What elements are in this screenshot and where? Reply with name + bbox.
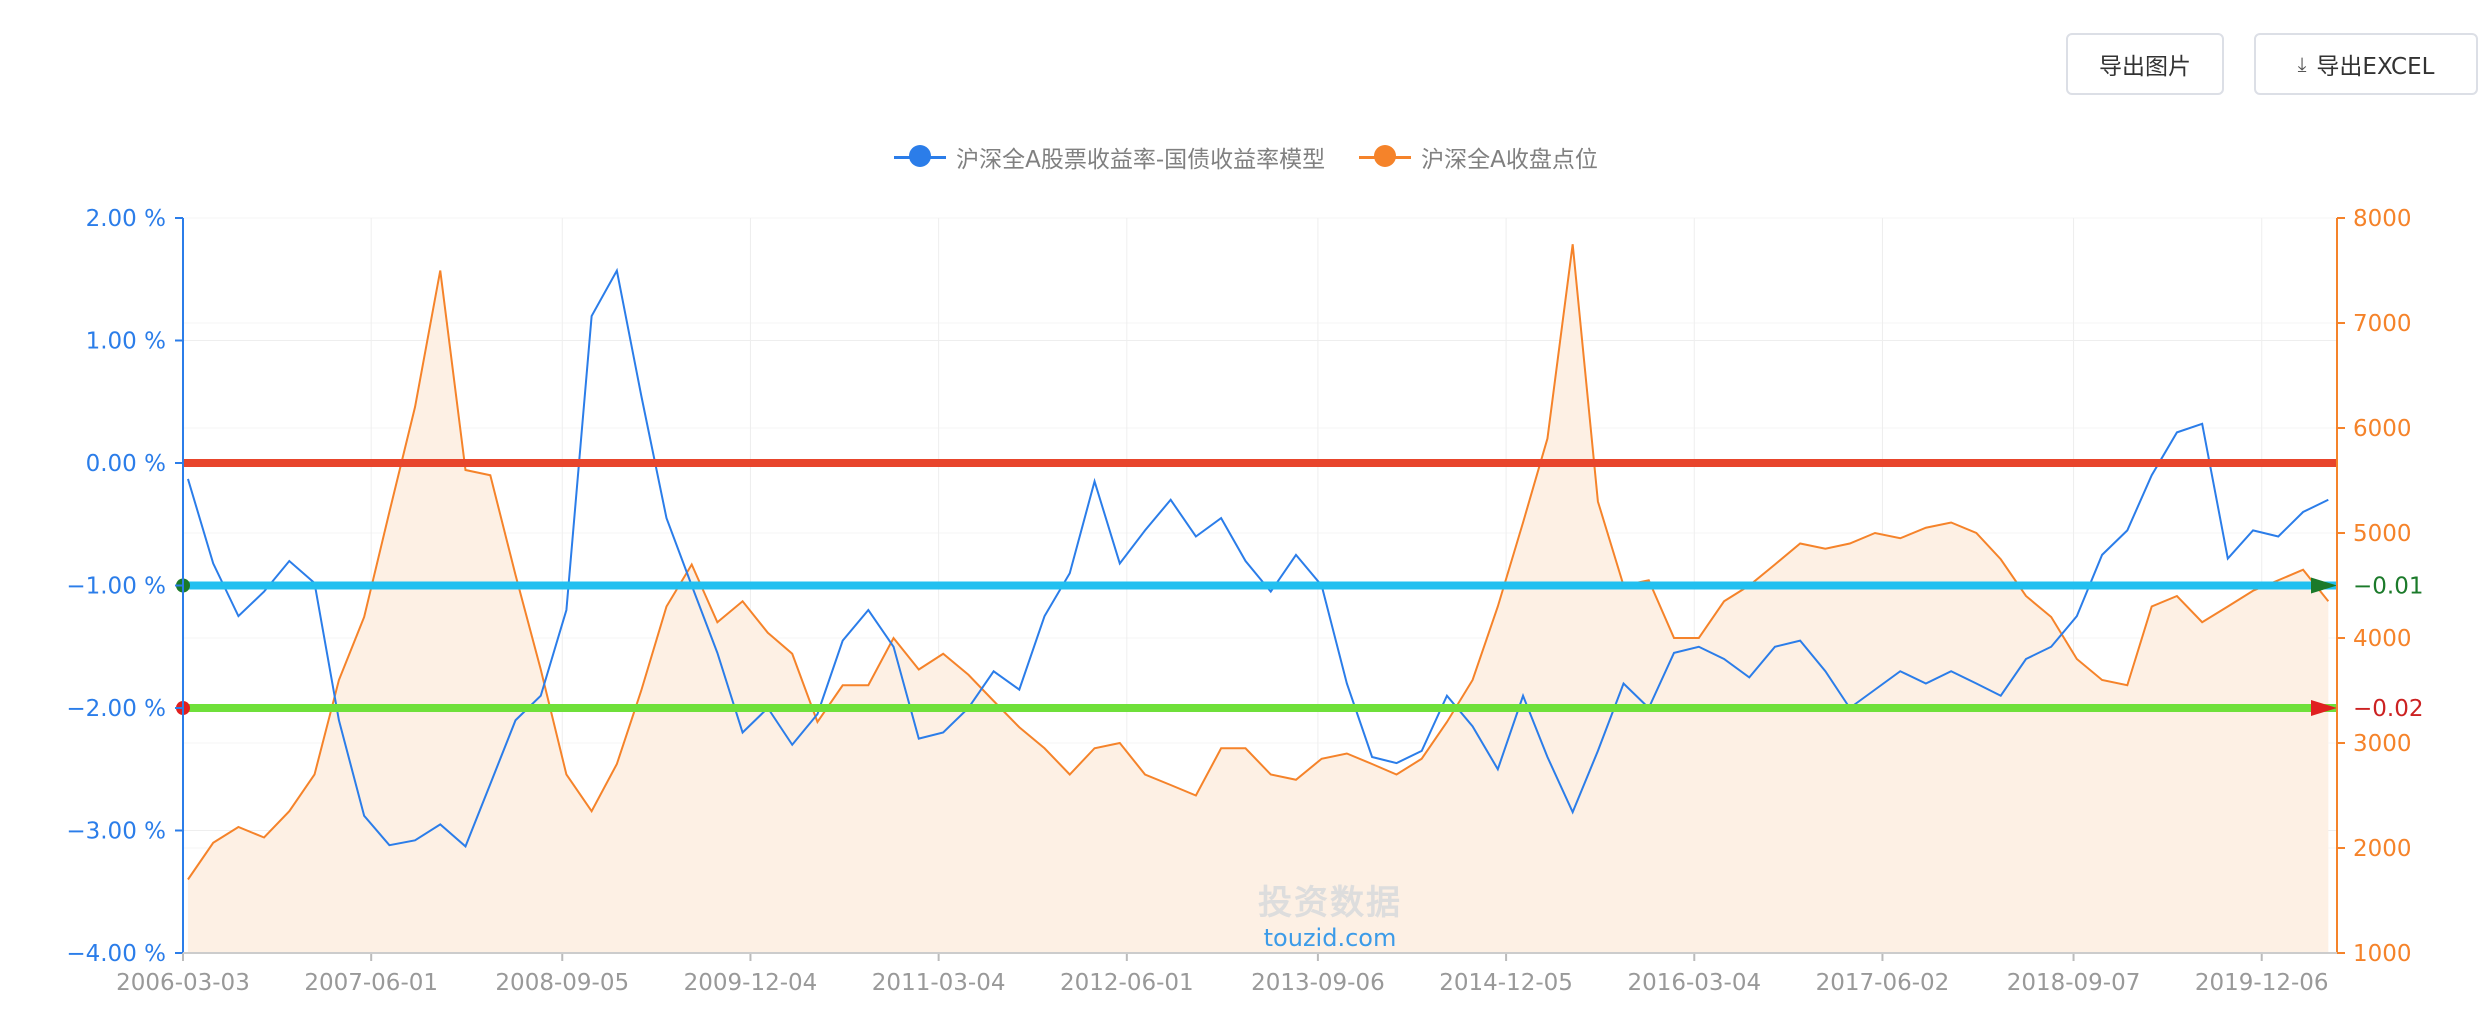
x-tick-label: 2018-09-07 (2007, 970, 2141, 996)
x-tick-label: 2016-03-04 (1627, 970, 1761, 996)
watermark-en: touzid.com (1263, 924, 1397, 952)
y-left-tick-label: 1.00 % (86, 329, 166, 355)
index-area (187, 244, 2329, 953)
y-right-tick-label: 3000 (2353, 731, 2412, 757)
x-tick-label: 2008-09-05 (495, 970, 629, 996)
y-left-tick-label: −4.00 % (66, 941, 166, 967)
x-tick-label: 2009-12-04 (684, 970, 818, 996)
x-tick-label: 2019-12-06 (2195, 970, 2329, 996)
y-left-tick-label: 2.00 % (86, 206, 166, 232)
reference-arrow-icon (2311, 700, 2337, 716)
reference-line-label: −0.01 (2353, 574, 2423, 600)
reference-lines: −0.01 −0.02 (176, 459, 2423, 722)
y-right-tick-label: 5000 (2353, 521, 2412, 547)
series-lines (187, 244, 2330, 881)
y-right-tick-label: 8000 (2353, 206, 2412, 232)
index-area-fill (187, 244, 2329, 953)
legend-item-index[interactable]: 沪深全A收盘点位 (1359, 140, 1598, 174)
legend-label-index: 沪深全A收盘点位 (1421, 147, 1598, 173)
series-line-index (187, 244, 2330, 881)
export-excel-button[interactable]: ⤓ 导出EXCEL (2254, 33, 2478, 95)
series-line-model (187, 267, 2329, 849)
legend-label-model: 沪深全A股票收益率-国债收益率模型 (956, 147, 1326, 173)
reference-line-label: −0.02 (2353, 696, 2423, 722)
y-left-tick-label: 0.00 % (86, 451, 166, 477)
legend-item-model[interactable]: 沪深全A股票收益率-国债收益率模型 (894, 140, 1325, 174)
y-right-tick-label: 7000 (2353, 311, 2412, 337)
x-tick-label: 2013-09-06 (1251, 970, 1385, 996)
chart-legend: 沪深全A股票收益率-国债收益率模型 沪深全A收盘点位 (0, 140, 2492, 174)
x-tick-label: 2011-03-04 (872, 970, 1006, 996)
y-right-tick-label: 4000 (2353, 626, 2412, 652)
axes: 2.00 % 1.00 % 0.00 % −1.00 % −2.00 % −3.00 % −… (66, 206, 2411, 996)
y-left-tick-label: −1.00 % (66, 574, 166, 600)
x-tick-label: 2014-12-05 (1439, 970, 1573, 996)
x-tick-label: 2017-06-02 (1816, 970, 1950, 996)
y-left-tick-label: −3.00 % (66, 819, 166, 845)
reference-arrow-icon (2311, 577, 2337, 594)
legend-marker-index-icon (1359, 145, 1412, 169)
watermark: 投资数据 touzid.com (1255, 875, 1405, 952)
legend-marker-model-icon (894, 145, 947, 169)
export-image-label: 导出图片 (2099, 54, 2191, 80)
y-right-tick-label: 6000 (2353, 416, 2412, 442)
x-tick-label: 2006-03-03 (116, 970, 250, 996)
x-tick-label: 2007-06-01 (304, 970, 438, 996)
download-icon: ⤓ (2297, 52, 2307, 76)
y-right-tick-label: 2000 (2353, 836, 2412, 862)
export-excel-label: 导出EXCEL (2316, 54, 2435, 80)
watermark-cn: 投资数据 (1258, 883, 1402, 923)
export-image-button[interactable]: 导出图片 (2066, 33, 2224, 95)
y-right-tick-label: 1000 (2353, 941, 2412, 967)
x-tick-label: 2012-06-01 (1060, 970, 1194, 996)
y-left-tick-label: −2.00 % (66, 696, 166, 722)
